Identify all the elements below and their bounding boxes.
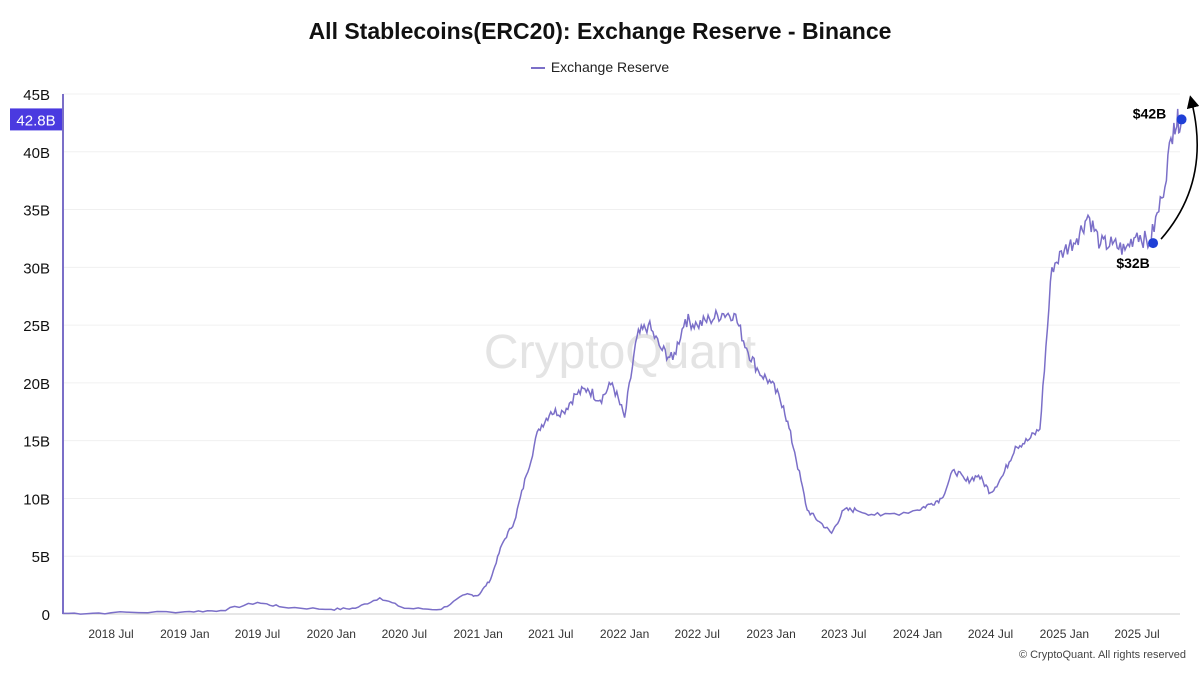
legend-label: Exchange Reserve [550,59,670,75]
x-tick-label: 2021 Jan [453,627,502,641]
current-value-label: 42.8B [16,112,55,129]
current-value-badge [10,108,62,131]
y-tick-label: 15B [23,434,50,451]
x-tick-label: 2021 Jul [528,627,573,641]
x-tick-label: 2022 Jan [600,627,649,641]
x-tick-label: 2023 Jan [746,627,795,641]
annotation-dot-42b [1176,114,1187,125]
legend-swatch [530,67,545,70]
y-tick-label: 40B [23,145,50,162]
y-tick-label: 45B [23,87,50,104]
x-tick-label: 2019 Jan [160,627,209,641]
legend[interactable]: Exchange Reserve [0,59,1200,75]
y-tick-label: 35B [23,203,50,220]
chart-title: All Stablecoins(ERC20): Exchange Reserve… [308,18,892,44]
annotation-label-32b: $32B [1116,255,1149,271]
x-tick-label: 2025 Jul [1114,627,1159,641]
annotation-label-42b: $42B [1133,105,1166,121]
y-tick-label: 10B [23,491,50,508]
copyright-footer: © CryptoQuant. All rights reserved [1018,649,1186,661]
x-tick-label: 2024 Jan [893,627,942,641]
x-tick-label: 2022 Jul [675,627,720,641]
y-tick-label: 5B [32,549,50,566]
x-tick-label: 2019 Jul [235,627,280,641]
y-tick-label: 30B [23,260,50,277]
annotation-dot-32b [1148,238,1159,249]
series-line-exchange-reserve [62,108,1183,615]
y-tick-label: 0 [42,607,50,624]
x-tick-label: 2018 Jul [88,627,133,641]
x-tick-label: 2024 Jul [968,627,1013,641]
y-tick-label: 20B [23,376,50,393]
annotation-arrow [1160,95,1200,240]
x-tick-label: 2020 Jan [307,627,356,641]
watermark: CryptoQuant [484,326,756,379]
x-tick-label: 2023 Jul [821,627,866,641]
x-tick-label: 2020 Jul [382,627,427,641]
y-tick-label: 25B [23,318,50,335]
x-tick-label: 2025 Jan [1040,627,1089,641]
